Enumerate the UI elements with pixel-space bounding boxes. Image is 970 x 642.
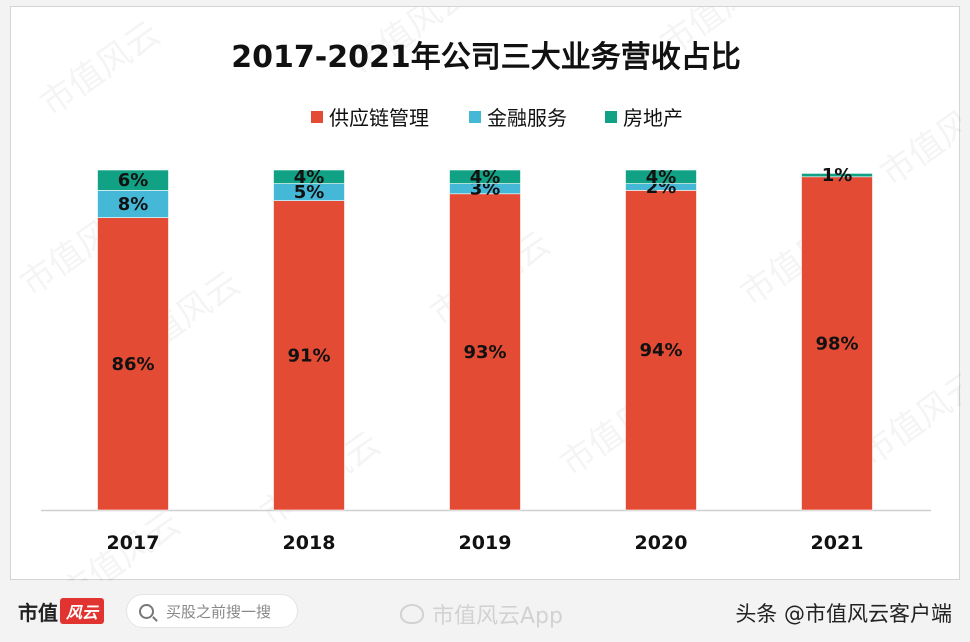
bar-segment — [97, 190, 169, 218]
x-axis-ticks: 2017 2018 2019 2020 2021 — [107, 532, 864, 554]
data-label: 4% — [294, 167, 325, 188]
legend-label: 房地产 — [623, 106, 683, 130]
legend-label: 供应链管理 — [329, 106, 429, 130]
data-label: 4% — [646, 167, 677, 188]
bar-segment — [449, 169, 521, 184]
x-tick-label: 2017 — [107, 532, 160, 554]
search-placeholder: 买股之前搜一搜 — [166, 602, 272, 621]
bars: 86%8%6%91%5%4%93%3%4%94%2%4%98%1% — [97, 165, 873, 511]
chart-title: 2017-2021年公司三大业务营收占比 — [231, 40, 740, 75]
legend-swatch — [605, 111, 617, 123]
x-tick-label: 2019 — [459, 532, 512, 554]
watermark-text: 市值风云 — [33, 14, 167, 125]
bar-segment — [625, 169, 697, 184]
bar-segment — [97, 217, 169, 511]
legend-swatch — [311, 111, 323, 123]
weibo-icon — [400, 604, 424, 624]
bar-segment — [801, 176, 873, 511]
data-label: 91% — [287, 345, 330, 366]
x-tick-label: 2021 — [811, 532, 864, 554]
legend-swatch — [469, 111, 481, 123]
watermark-text: 市值风云 — [873, 84, 961, 195]
bar-segment — [97, 169, 169, 191]
data-label: 93% — [463, 342, 506, 363]
data-label: 5% — [294, 182, 325, 203]
search-input[interactable]: 买股之前搜一搜 — [126, 594, 298, 628]
brand-logo[interactable]: 市值 风云 — [18, 594, 105, 628]
bottom-bar: 市值 风云 买股之前搜一搜 市值风云App 头条 @市值风云客户端 — [0, 584, 970, 642]
data-label: 1% — [822, 165, 853, 186]
data-label: 94% — [639, 340, 682, 361]
legend-label: 金融服务 — [487, 106, 567, 130]
data-label: 86% — [111, 354, 154, 375]
brand-mark: 风云 — [60, 598, 105, 624]
x-tick-label: 2018 — [283, 532, 336, 554]
data-label: 4% — [470, 167, 501, 188]
bar-segment — [449, 193, 521, 511]
bar-segment — [625, 190, 697, 511]
search-icon — [139, 603, 154, 619]
weibo-watermark-text: 市值风云App — [432, 604, 563, 629]
toutiao-watermark: 头条 @市值风云客户端 — [735, 602, 952, 626]
data-label: 98% — [815, 333, 858, 354]
brand-text: 市值 — [18, 600, 58, 625]
data-label: 3% — [470, 179, 501, 200]
bar-segment — [801, 173, 873, 178]
bar-segment — [273, 169, 345, 184]
x-tick-label: 2020 — [635, 532, 688, 554]
weibo-watermark: 市值风云App — [400, 598, 563, 630]
data-label: 8% — [118, 194, 149, 215]
legend: 供应链管理 金融服务 房地产 — [311, 106, 683, 130]
chart-card: 市值风云 市值风云 市值风云 市值风云 市值风云 市值风云 市值风云 市值风云 市值风云 市值风云… — [10, 6, 961, 581]
data-label: 6% — [118, 170, 149, 191]
bar-segment — [273, 200, 345, 511]
